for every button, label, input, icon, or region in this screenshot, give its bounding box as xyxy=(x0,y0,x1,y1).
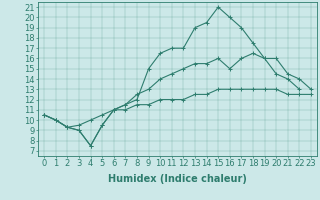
X-axis label: Humidex (Indice chaleur): Humidex (Indice chaleur) xyxy=(108,174,247,184)
